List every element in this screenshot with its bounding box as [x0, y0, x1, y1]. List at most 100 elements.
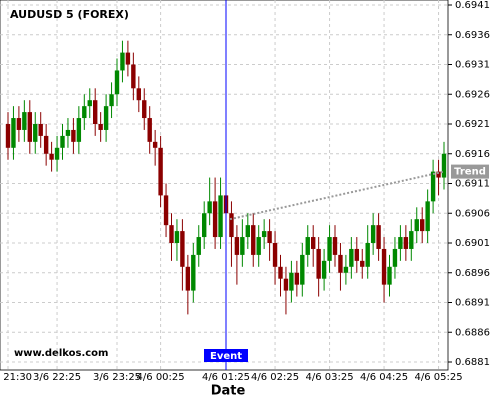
candle-body	[234, 237, 240, 255]
candle-body	[261, 231, 267, 238]
candle-body	[403, 237, 409, 249]
candle-body	[332, 237, 338, 255]
y-tick-label: 0.6901	[455, 238, 490, 249]
candle-body	[381, 248, 387, 285]
candle-body	[245, 225, 250, 238]
candle-body	[327, 237, 332, 261]
trend-label: Trend	[454, 167, 486, 178]
candle-body	[289, 272, 294, 291]
chart-title: AUDUSD 5 (FOREX)	[10, 8, 129, 21]
candle-body	[93, 100, 98, 124]
y-tick-label: 0.6926	[455, 89, 490, 100]
candle-body	[360, 260, 365, 267]
candle-body	[409, 231, 414, 249]
candle-body	[267, 231, 272, 243]
candle-body	[376, 225, 381, 249]
x-tick-label: 3/6 23:25	[93, 372, 141, 383]
y-tick-label: 0.6931	[455, 60, 490, 71]
candle-body	[349, 248, 354, 267]
candle-body	[125, 52, 131, 65]
candle-body	[109, 94, 114, 107]
candle-body	[5, 124, 11, 148]
trend-line	[229, 170, 445, 221]
y-tick-label: 0.6886	[455, 327, 490, 338]
x-tick-label: 3/6 22:25	[33, 372, 81, 383]
candle-body	[60, 135, 65, 148]
y-tick-label: 0.6891	[455, 298, 490, 309]
candle-body	[27, 112, 32, 142]
candle-body	[71, 129, 76, 142]
candle-body	[33, 124, 38, 142]
candle-body	[202, 213, 207, 238]
candle-body	[311, 237, 316, 249]
candle-body	[43, 135, 49, 154]
candle-body	[196, 237, 201, 255]
candle-body	[11, 118, 16, 148]
candle-body	[354, 248, 359, 261]
candle-body	[16, 118, 22, 130]
candle-body	[103, 106, 109, 130]
candle-body	[131, 64, 136, 89]
candle-body	[430, 171, 436, 202]
candle-body	[54, 147, 60, 160]
candle-body	[305, 237, 310, 255]
candle-body	[147, 118, 152, 142]
candle-body	[65, 129, 71, 136]
candle-body	[98, 124, 103, 130]
candle-body	[343, 266, 349, 273]
candle-body	[120, 52, 125, 71]
source-label: www.delkos.com	[14, 348, 108, 359]
y-tick-label: 0.6881	[455, 357, 490, 368]
candle-body	[425, 201, 430, 232]
candle-body	[212, 201, 218, 238]
candle-body	[414, 219, 419, 232]
candle-body	[294, 272, 300, 285]
candle-body	[338, 254, 343, 273]
x-tick-label: 4/6 01:25	[202, 372, 250, 383]
candle-body	[87, 100, 92, 107]
plot-frame	[0, 0, 449, 371]
candle-body	[398, 237, 403, 249]
candle-body	[278, 266, 283, 279]
candle-body	[300, 254, 305, 285]
x-tick-label: 4/6 04:25	[360, 372, 408, 383]
candle-body	[114, 70, 120, 95]
candle-body	[240, 237, 245, 255]
candle-body	[185, 266, 191, 291]
candle-body	[191, 254, 196, 291]
candle-body	[256, 237, 261, 255]
candle-body	[174, 231, 180, 243]
y-tick-label: 0.6936	[455, 30, 490, 41]
y-tick-label: 0.6906	[455, 208, 490, 219]
candle-body	[163, 195, 169, 226]
y-tick-label: 0.6916	[455, 149, 490, 160]
candle-body	[272, 243, 278, 267]
y-tick-label: 0.6941	[455, 0, 490, 11]
candle-body	[441, 153, 447, 178]
y-tick-label: 0.6921	[455, 119, 490, 130]
x-tick-label: 4/6 02:25	[251, 372, 299, 383]
candle-body	[158, 147, 163, 196]
candle-body	[365, 243, 370, 267]
candle-body	[283, 278, 289, 291]
candle-body	[76, 118, 82, 142]
candle-body	[142, 100, 147, 119]
event-label: Event	[210, 351, 242, 362]
candle-body	[49, 153, 54, 160]
x-tick-label: 4/6 03:25	[306, 372, 354, 383]
candle-body	[82, 106, 87, 119]
x-tick-label: 3/6 21:30	[0, 372, 32, 383]
candle-body	[180, 231, 185, 267]
candle-body	[436, 171, 441, 178]
candle-body	[136, 88, 141, 101]
candle-body	[251, 225, 256, 255]
candle-body	[207, 201, 212, 214]
candle-body	[169, 225, 174, 243]
x-axis-title: Date	[211, 384, 246, 399]
trend-box	[451, 164, 489, 179]
candle-body	[316, 248, 321, 279]
candle-body	[38, 124, 43, 136]
candle-body	[370, 225, 376, 243]
